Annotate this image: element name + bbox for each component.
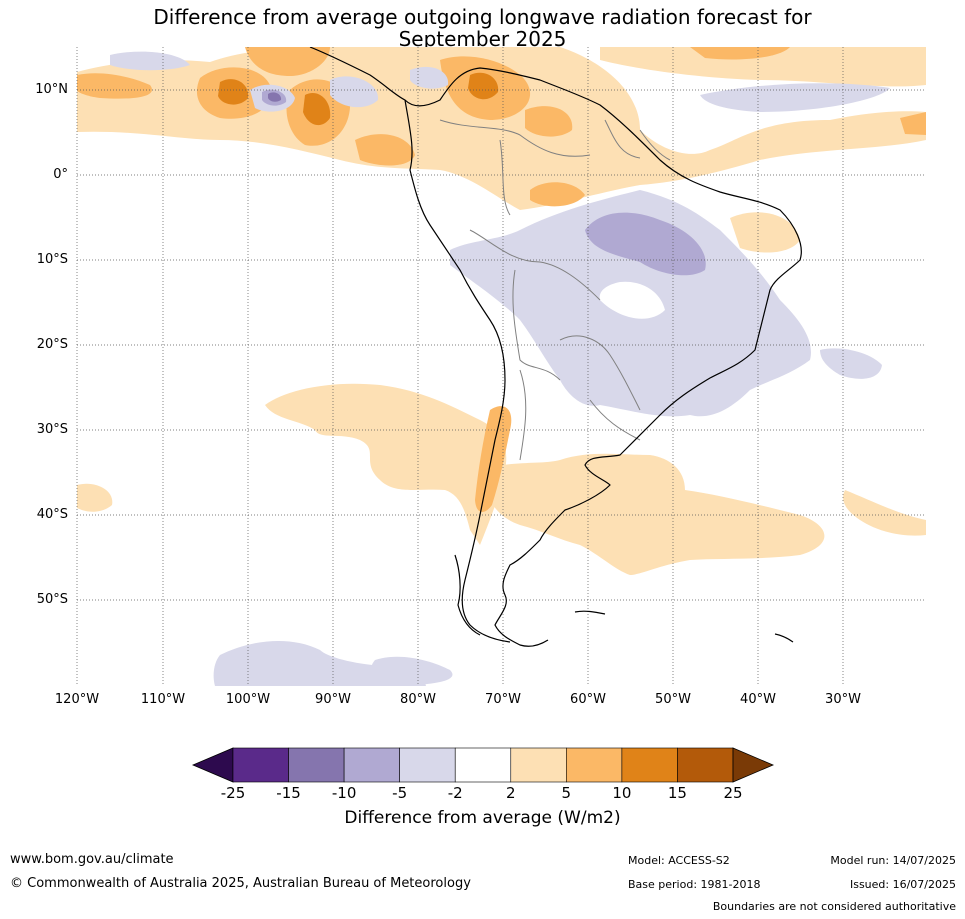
moderate-positive-anomaly	[690, 47, 790, 60]
base-period: Base period: 1981-2018	[628, 878, 761, 891]
lon-label: 90°W	[315, 692, 351, 707]
positive-anomaly-region	[77, 483, 113, 512]
colorbar-tick-label: 15	[667, 784, 687, 802]
colorbar-swatch	[343, 747, 400, 783]
lat-label: 40°S	[36, 507, 68, 522]
negative-anomaly-region	[110, 51, 190, 71]
boundaries-disclaimer: Boundaries are not considered authoritat…	[712, 900, 956, 913]
negative-anomaly-region	[700, 83, 890, 112]
lon-label: 50°W	[655, 692, 691, 707]
moderate-positive-anomaly	[77, 73, 152, 99]
colorbar-swatch	[288, 747, 345, 783]
colorbar-swatch	[399, 747, 456, 783]
colorbar-tick-label: 10	[612, 784, 632, 802]
colorbar-tick-label: 5	[561, 784, 572, 802]
lon-label: 70°W	[485, 692, 521, 707]
colorbar-tick-label: -5	[392, 784, 408, 802]
colorbar-label: Difference from average (W/m2)	[344, 808, 621, 828]
lat-label: 10°N	[35, 82, 68, 97]
lon-label: 120°W	[54, 692, 100, 707]
positive-anomaly-region	[600, 47, 926, 87]
lon-label: 60°W	[570, 692, 606, 707]
lon-label: 100°W	[225, 692, 271, 707]
colorbar-swatch	[621, 747, 678, 783]
anomaly-field	[77, 47, 926, 686]
negative-anomaly-region	[450, 190, 811, 417]
colorbar-tick-label: -15	[276, 784, 301, 802]
model-run-date: Model run: 14/07/2025	[830, 854, 956, 867]
moderate-positive-anomaly	[530, 182, 585, 207]
colorbar-swatch	[677, 747, 734, 783]
negative-anomaly-region	[820, 348, 882, 379]
lon-label: 40°W	[740, 692, 776, 707]
colorbar-tick-label: -2	[447, 784, 463, 802]
colorbar-swatch	[232, 747, 289, 783]
colorbar-tick-label: 25	[723, 784, 743, 802]
colorbar	[191, 747, 775, 783]
colorbar-tick-label: -10	[331, 784, 357, 802]
strong-negative-anomaly	[268, 92, 282, 102]
negative-anomaly-region	[370, 656, 453, 686]
colorbar-tick-label: 2	[505, 784, 516, 802]
moderate-positive-anomaly	[355, 134, 415, 166]
copyright-text: © Commonwealth of Australia 2025, Austra…	[10, 876, 471, 891]
lon-label: 110°W	[140, 692, 186, 707]
lat-label: 30°S	[36, 422, 68, 437]
coastline	[309, 47, 802, 647]
lon-label: 80°W	[400, 692, 436, 707]
model-name: Model: ACCESS-S2	[628, 854, 730, 867]
colorbar-swatch	[566, 747, 623, 783]
positive-anomaly-region	[730, 212, 800, 253]
positive-anomaly-region	[265, 383, 507, 545]
negative-anomaly-region	[410, 66, 449, 89]
website-link[interactable]: www.bom.gov.au/climate	[10, 852, 174, 867]
moderate-negative-anomaly	[585, 212, 706, 276]
lat-label: 20°S	[36, 337, 68, 352]
lat-label: 10°S	[36, 252, 68, 267]
moderate-positive-anomaly	[900, 112, 926, 135]
map-title-line-2: September 2025	[398, 27, 567, 51]
lon-label: 30°W	[825, 692, 861, 707]
colorbar-swatch	[510, 747, 567, 783]
positive-anomaly-region	[843, 490, 926, 536]
strong-positive-anomaly	[218, 79, 249, 105]
lat-label: 50°S	[36, 592, 68, 607]
issued-date: Issued: 16/07/2025	[849, 878, 956, 891]
moderate-positive-anomaly	[525, 106, 573, 137]
colorbar-swatch	[454, 747, 512, 783]
moderate-positive-anomaly	[475, 406, 512, 512]
colorbar-extend-low	[191, 747, 234, 783]
colorbar-tick-label: -25	[220, 784, 246, 802]
positive-anomaly-region	[77, 47, 926, 210]
graticule	[76, 47, 926, 686]
colorbar-extend-high	[732, 747, 775, 783]
strong-positive-anomaly	[303, 92, 331, 126]
moderate-positive-anomaly	[245, 47, 330, 76]
map-title-line-1: Difference from average outgoing longwav…	[153, 5, 812, 29]
lat-label: 0°	[53, 167, 68, 182]
country-borders	[439, 119, 671, 461]
strong-positive-anomaly	[468, 72, 499, 100]
positive-anomaly-region	[485, 453, 825, 575]
negative-anomaly-region	[330, 76, 379, 108]
